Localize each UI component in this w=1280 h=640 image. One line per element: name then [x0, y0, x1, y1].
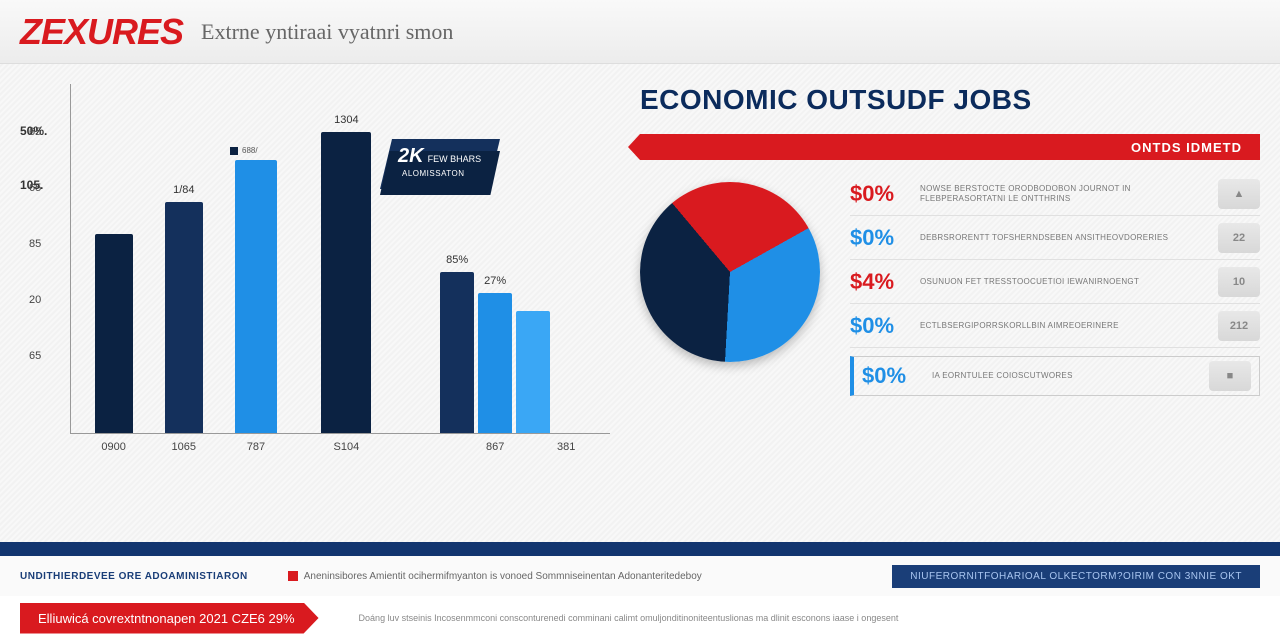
bar-label: 85% — [440, 254, 474, 266]
pie-chart-container — [640, 182, 840, 382]
stat-desc: OSUNUON FET TRESSTOOCUETIOI IEWANIRNOENG… — [920, 277, 1218, 287]
bar — [95, 234, 133, 434]
footer-note: Doáng luv stseinis Incosenmmconi conscon… — [359, 613, 899, 623]
stat-value: $0% — [850, 225, 920, 251]
stat-icon: 22 — [1218, 223, 1260, 253]
bar — [516, 311, 550, 434]
bar-chart: 656585206509001/8410657871304S10485%27%8… — [70, 84, 610, 434]
stat-desc: DEBRSRORENTT TOFSHERNDSEBEN ANSITHEOVDOR… — [920, 233, 1218, 243]
stat-value: $0% — [850, 181, 920, 207]
bar-chart-panel: 50%. 105. 656585206509001/8410657871304S… — [20, 84, 620, 484]
footer-legend: Aneninsibores Amientit ocihermifmyanton … — [288, 571, 702, 582]
stat-desc: NOWSE BERSTOCTE ORODBODOBON JOURNOT IN F… — [920, 184, 1218, 203]
stat-row-boxed: $0% IA EORNTULEE COIOSCUTWORES ■ — [850, 356, 1260, 396]
stat-icon: ■ — [1209, 361, 1251, 391]
stat-icon: ▲ — [1218, 179, 1260, 209]
stat-icon: 10 — [1218, 267, 1260, 297]
footer-row-1: UNDITHIERDEVEE ORE ADOAMINISTIARON Aneni… — [0, 556, 1280, 596]
footer-left-text: UNDITHIERDEVEE ORE ADOAMINISTIARON — [20, 571, 248, 582]
stat-row: $0% DEBRSRORENTT TOFSHERNDSEBEN ANSITHEO… — [850, 216, 1260, 260]
y-axis-titles: 50%. 105. — [20, 124, 47, 220]
x-label: 1065 — [163, 441, 205, 453]
bar: 1304 — [321, 132, 371, 433]
bar-group: 1304S104 — [319, 132, 373, 433]
bar: 85% — [440, 272, 474, 433]
y-tick: 65 — [29, 350, 41, 362]
footer-row-2: Elliuwicá covrextntnonapen 2021 CZE6 29%… — [0, 596, 1280, 640]
header-subtitle: Extrne yntiraai vyatnri smon — [201, 19, 453, 45]
stat-value: $0% — [850, 313, 920, 339]
x-label: 0900 — [93, 441, 135, 453]
stat-icon: 212 — [1218, 311, 1260, 341]
bar-group: 787 — [233, 160, 279, 433]
x-label: 787 — [233, 441, 279, 453]
stat-row: $4% OSUNUON FET TRESSTOOCUETIOI IEWANIRN… — [850, 260, 1260, 304]
bar-group: 0900 — [93, 234, 135, 434]
bar: 27% — [478, 293, 512, 433]
footer-swatch — [288, 571, 298, 581]
footer-pill: NIUFERORNITFOHARIOAL OLKECTORM?OIRIM CON… — [892, 565, 1260, 588]
footer-ribbon: Elliuwicá covrextntnonapen 2021 CZE6 29% — [20, 603, 319, 634]
bar-label: 1304 — [321, 114, 371, 126]
y-tick: 65 — [29, 182, 41, 194]
bar-label: 1/84 — [165, 184, 203, 196]
bar-group: 1/841065 — [163, 202, 205, 433]
legend-swatch — [230, 147, 238, 155]
y-tick: 65 — [29, 126, 41, 138]
main-content: 50%. 105. 656585206509001/8410657871304S… — [0, 64, 1280, 484]
stats-list: $0% NOWSE BERSTOCTE ORODBODOBON JOURNOT … — [840, 172, 1260, 396]
y-tick: 85 — [29, 238, 41, 250]
bar-label: 27% — [478, 275, 512, 287]
footer-strip — [0, 542, 1280, 556]
right-panel: ECONOMIC OUTSUDF JOBS ONTDS IDMETD $0% N… — [620, 84, 1260, 484]
stat-desc: ECTLBSERGIPORRSKORLLBIN AIMREOERINERE — [920, 321, 1218, 331]
stat-row: $0% ECTLBSERGIPORRSKORLLBIN AIMREOERINER… — [850, 304, 1260, 348]
infographic-page: ZEXURES Extrne yntiraai vyatnri smon 50%… — [0, 0, 1280, 640]
stat-desc: IA EORNTULEE COIOSCUTWORES — [932, 371, 1209, 381]
pie-chart — [640, 182, 820, 362]
logo: ZEXURES — [20, 11, 183, 53]
stat-value: $0% — [862, 363, 932, 389]
stat-row: $0% NOWSE BERSTOCTE ORODBODOBON JOURNOT … — [850, 172, 1260, 216]
mini-legend: 688/ — [230, 146, 258, 155]
chart-badge: 2KFEW BHARS ALOMISSATON — [380, 139, 500, 209]
stat-value: $4% — [850, 269, 920, 295]
footer: UNDITHIERDEVEE ORE ADOAMINISTIARON Aneni… — [0, 542, 1280, 640]
x-label: S104 — [319, 441, 373, 453]
bar: 1/84 — [165, 202, 203, 433]
panel-title: ECONOMIC OUTSUDF JOBS — [640, 84, 1260, 116]
y-tick: 20 — [29, 294, 41, 306]
bar-group: 85%27%867 — [438, 272, 552, 433]
x-label: 867 — [438, 441, 552, 453]
section-ribbon: ONTDS IDMETD — [640, 134, 1260, 160]
header: ZEXURES Extrne yntiraai vyatnri smon — [0, 0, 1280, 64]
bar — [235, 160, 277, 433]
